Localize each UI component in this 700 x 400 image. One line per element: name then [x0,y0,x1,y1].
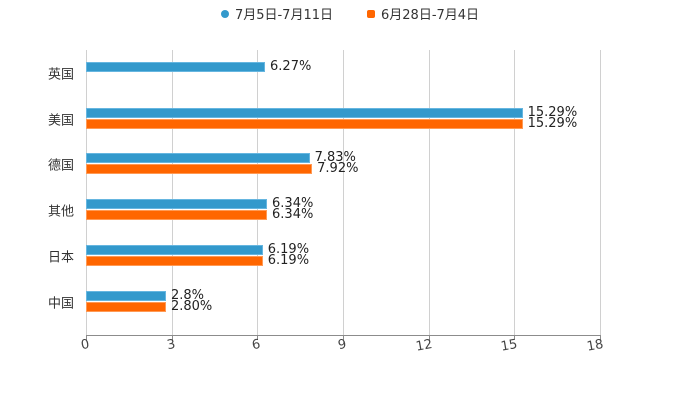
bar-series-b[interactable] [86,210,268,220]
category-label: 其他 [48,204,75,220]
bar-series-a[interactable] [86,291,166,301]
bar-series-a[interactable] [86,108,523,118]
legend-label: 6月28日-7月4日 [381,8,480,23]
category-label: 中国 [48,296,75,312]
gridline [600,50,601,335]
value-label: 6.19% [267,242,310,257]
gridline [171,50,173,335]
axis-tick [343,335,344,340]
axis-tick [257,335,259,340]
value-label: 2.80% [170,299,213,314]
value-label: 15.29% [527,116,578,131]
category-label: 日本 [48,250,75,266]
legend-label: 7月5日-7月11日 [234,8,333,23]
legend-item-series-b[interactable]: 6月28日-7月4日 [367,4,479,23]
bar-series-b[interactable] [86,302,166,312]
x-tick-label: 15 [500,337,519,355]
bar-series-b[interactable] [86,164,313,174]
value-label: 6.19% [267,253,310,268]
value-label: 15.29% [527,105,578,120]
category-label: 德国 [48,158,75,174]
bar-series-b[interactable] [86,256,263,266]
axis-tick [428,335,430,340]
gridline [86,50,87,335]
value-label: 7.92% [317,161,359,176]
category-label: 英国 [48,67,75,83]
axis-tick [600,335,601,340]
value-label: 2.8% [170,288,204,303]
axis-tick [171,335,173,340]
x-tick-label: 18 [585,337,605,355]
chart-legend: 7月5日-7月11日 6月28日-7月4日 [0,4,700,23]
x-tick-label: 6 [251,337,262,354]
gridline [343,50,344,335]
axis-tick [514,335,516,340]
gridline [514,50,516,335]
value-label: 7.83% [314,150,356,165]
x-tick-label: 12 [414,337,434,355]
x-tick-label: 9 [336,337,348,354]
bar-series-a[interactable] [86,153,310,163]
axis-tick [86,335,87,340]
x-tick-label: 3 [165,337,177,354]
bar-series-a[interactable] [86,62,266,72]
gridline [428,50,430,335]
legend-item-series-a[interactable]: 7月5日-7月11日 [220,4,333,23]
bar-series-a[interactable] [86,245,263,255]
x-tick-label: 0 [79,337,91,354]
bar-series-b[interactable] [86,119,523,129]
category-label: 美国 [48,113,75,129]
legend-dot-icon [220,9,229,18]
legend-square-icon [367,9,375,18]
gridline [257,50,259,335]
x-axis-line [86,335,600,336]
value-label: 6.27% [270,59,312,74]
value-label: 6.34% [272,196,314,211]
bar-series-a[interactable] [86,199,268,209]
value-label: 6.34% [272,207,314,222]
